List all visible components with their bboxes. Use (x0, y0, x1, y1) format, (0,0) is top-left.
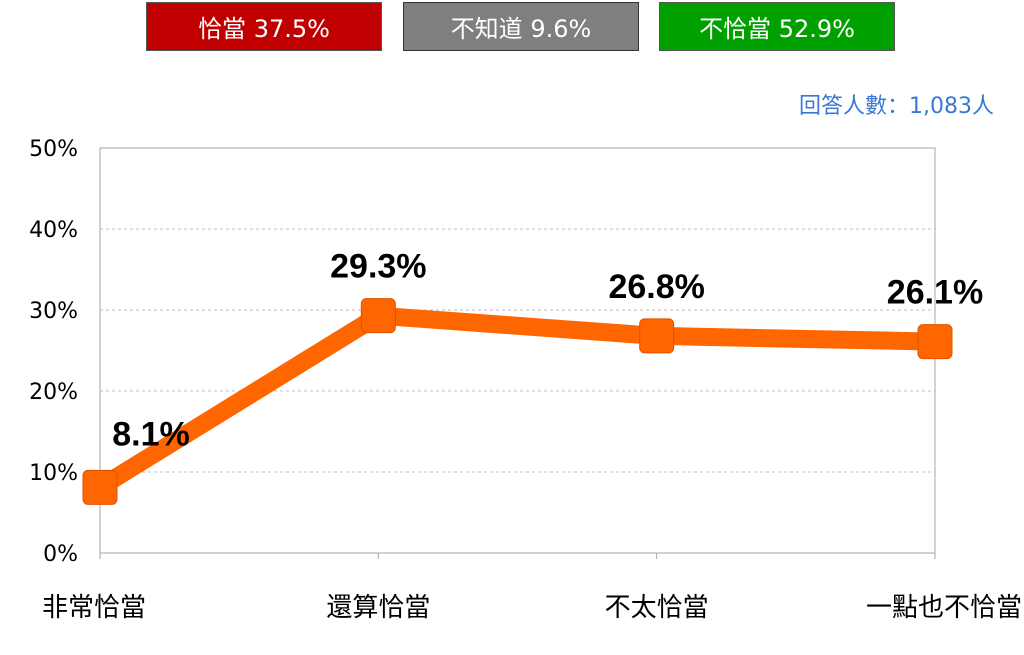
data-point (917, 324, 953, 360)
data-label: 29.3% (330, 248, 426, 286)
data-point (360, 298, 396, 334)
y-tick-label: 20% (29, 380, 78, 405)
summary-badge-appropriate: 恰當 37.5% (146, 2, 382, 51)
data-label: 26.1% (887, 274, 983, 312)
summary-badge-inappropriate: 不恰當 52.9% (659, 2, 895, 51)
data-point (639, 318, 675, 354)
data-label: 8.1% (112, 415, 190, 453)
respondent-count: 回答人數：1,083人 (799, 94, 994, 119)
category-label: 非常恰當 (42, 593, 146, 623)
category-label: 還算恰當 (326, 593, 430, 623)
category-label: 不太恰當 (605, 593, 709, 623)
plot-frame (99, 147, 936, 554)
data-point (82, 469, 118, 505)
y-tick-label: 50% (29, 137, 78, 162)
summary-badge-unknown: 不知道 9.6% (403, 2, 639, 51)
y-tick-label: 0% (43, 542, 78, 567)
series-line (95, 306, 936, 496)
y-tick-label: 30% (29, 299, 78, 324)
category-label: 一點也不恰當 (866, 593, 1022, 623)
y-tick-label: 10% (29, 461, 78, 486)
y-tick-label: 40% (29, 218, 78, 243)
data-label: 26.8% (608, 268, 704, 306)
